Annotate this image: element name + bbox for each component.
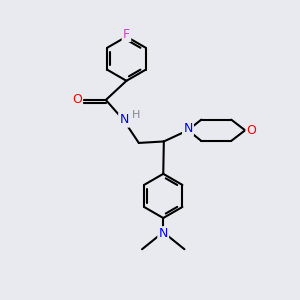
Text: N: N <box>159 227 168 240</box>
Text: N: N <box>119 113 129 127</box>
Text: F: F <box>123 28 130 41</box>
Text: H: H <box>132 110 140 120</box>
Text: O: O <box>72 93 82 106</box>
Text: O: O <box>247 124 256 137</box>
Text: N: N <box>183 122 193 135</box>
